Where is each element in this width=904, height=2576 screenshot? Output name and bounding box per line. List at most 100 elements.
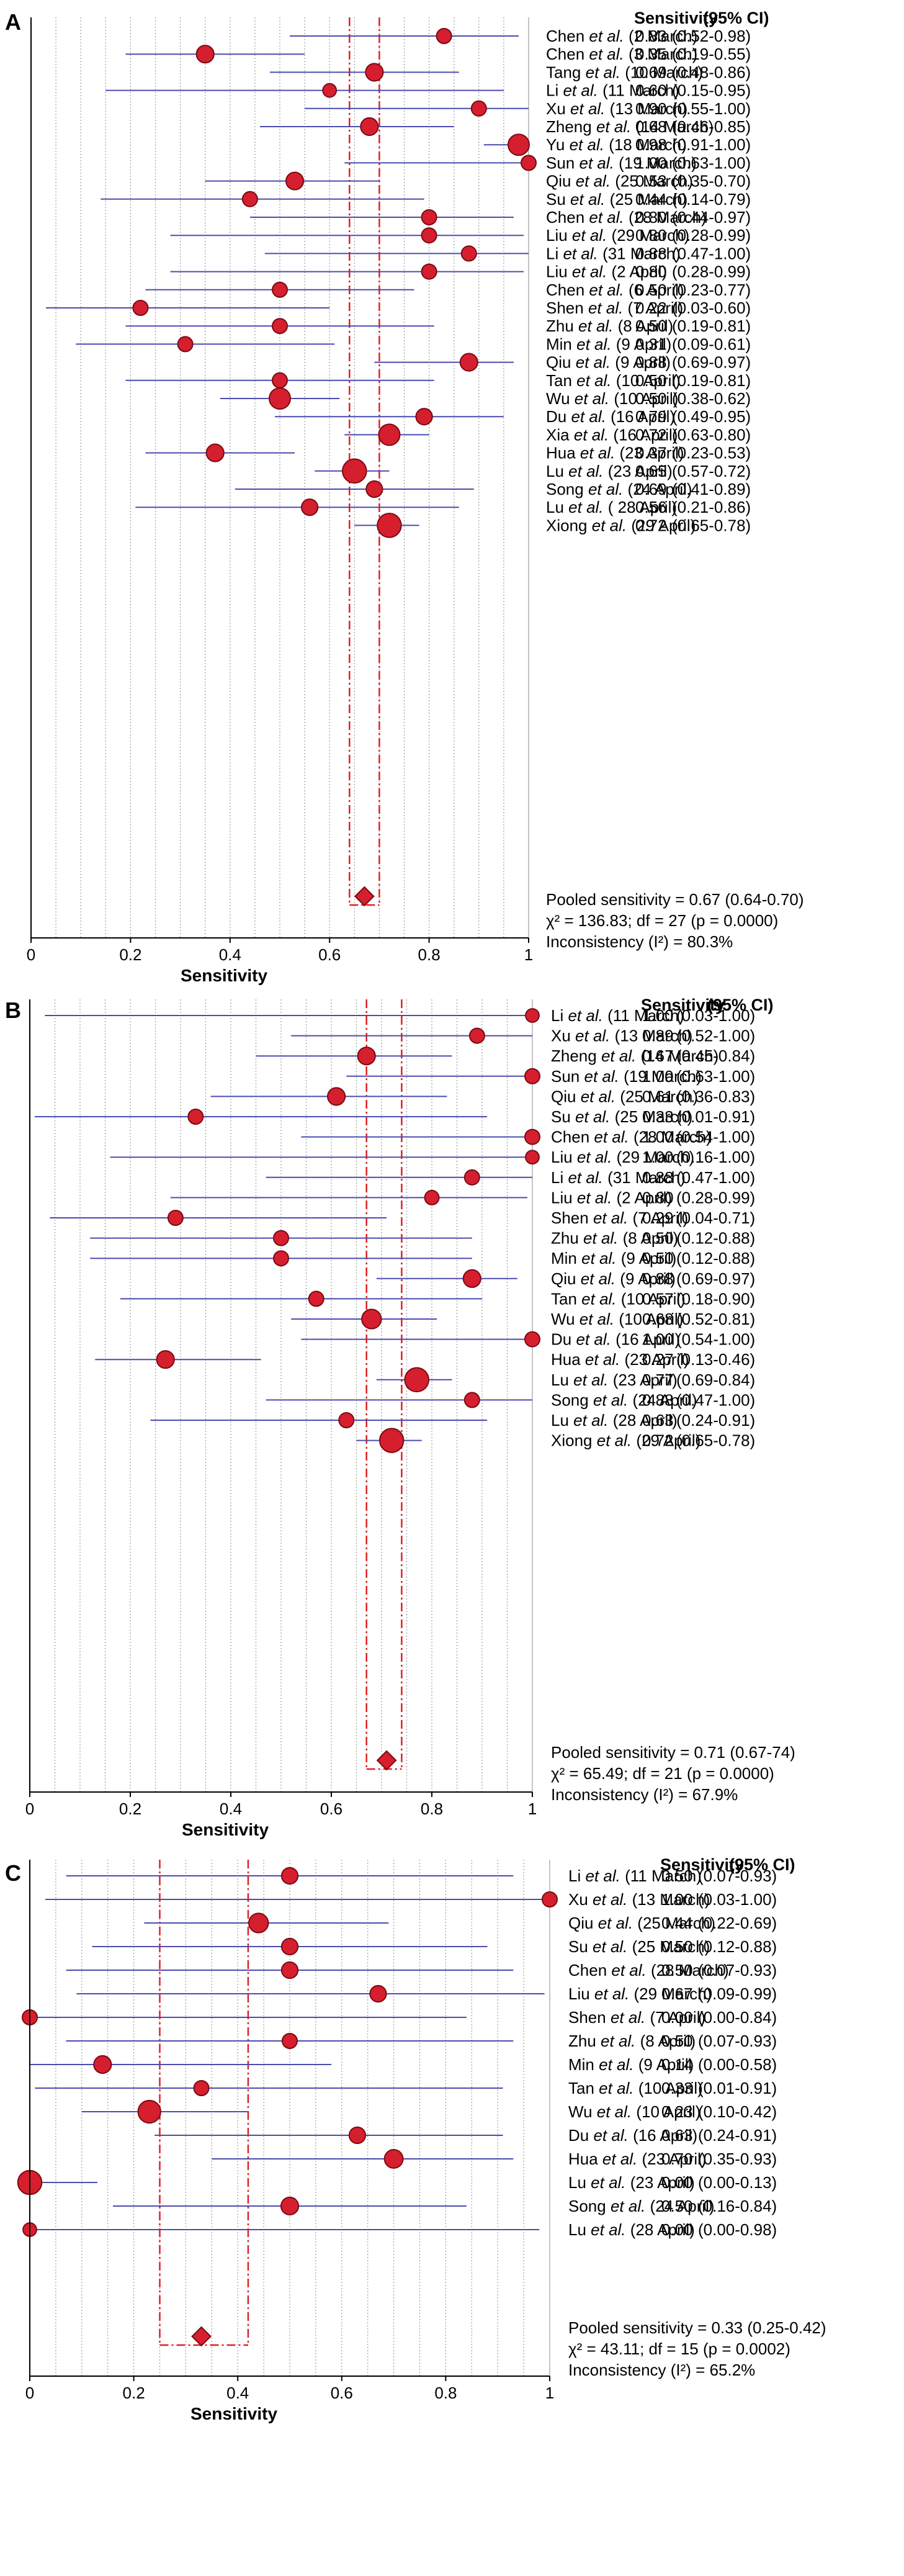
study-label: Hua et al. (23 April) [551,1350,689,1369]
study-sensitivity-value-part-0: 0.88 [635,353,667,372]
study-label-part-1: et al. [599,2055,633,2074]
study-label-part-1: et al. [580,1310,614,1328]
x-tick-label-part-0: 0.2 [119,945,141,964]
study-label-part-2: (7 April) [623,299,683,317]
point-estimate-marker [93,2055,112,2074]
study-sensitivity-value: 0.22 [635,299,667,317]
study-sensitivity-value: 0.35 [635,45,667,63]
study-label: Xu et al. (13 March) [568,1890,710,1909]
study-label-part-1: et al. [589,208,624,227]
inconsistency-text: Inconsistency (I²) = 65.2% [568,2361,755,2379]
heterogeneity-chi-text-part-0: χ² = 43.11; df = 15 (p = 0.0002) [568,2340,790,2358]
study-label-part-2: (24 April) [645,2197,714,2215]
study-label-part-0: Sun [551,1067,584,1086]
x-tick-label-part-0: 0.4 [220,1799,242,1818]
x-tick-label-part-0: 0.2 [123,2384,145,2402]
study-label-part-2: (19 March) [619,1067,702,1086]
study-label-part-2: (29 March) [629,1984,712,2003]
study-ci-label: (0.01-0.91) [698,2079,777,2097]
study-sensitivity-value: 0.29 [642,1209,674,1227]
study-label-part-2: (9 April) [634,2055,694,2074]
study-label: Zheng et al. (14 March) [546,117,714,136]
study-ci-label-part-0: (0.52-1.00) [676,1027,755,1045]
study-label-part-0: Xiong [546,516,592,534]
study-label-part-2: ( 28 April) [604,498,678,516]
study-ci-label: (0.57-0.72) [672,462,751,480]
study-label: Xu et al. (13 March) [551,1027,692,1045]
study-ci-label: (0.52-0.98) [672,27,751,45]
study-sensitivity-value-part-0: 0.88 [635,244,667,263]
column-header-ci-part-0: (95% CI) [707,996,774,1014]
point-estimate-marker [421,227,437,244]
point-estimate-marker [378,423,401,446]
x-tick-label: 0.6 [318,945,341,964]
study-ci-label: (0.21-0.86) [672,498,751,516]
study-label-part-0: Su [551,1107,575,1126]
study-label: Liu et al. (29 March) [551,1148,694,1166]
pooled-sensitivity-text-part-0: Pooled sensitivity = 0.67 (0.64-0.70) [546,890,804,909]
study-label-part-1: et al. [594,1128,629,1146]
column-header-sensitivity-part-0: Sensitivity [634,9,718,27]
study-label: Xiong et al. (29 April) [551,1431,700,1450]
study-label: Tang et al. (10 March) [546,63,703,81]
study-label-part-0: Liu [546,263,572,281]
column-header-sensitivity-part-0: Sensitivity [660,1855,744,1874]
study-label-part-0: Lu [546,462,568,480]
study-sensitivity-value: 0.50 [642,1249,674,1268]
x-tick-label: 1 [528,1799,537,1818]
study-label-part-1: et al. [581,1249,616,1268]
study-label-part-0: Song [546,480,588,498]
study-label-part-2: (11 March) [620,1867,702,1885]
pooled-estimate-diamond [354,886,375,907]
study-ci-label-part-0: (0.12-0.88) [698,1937,777,1956]
study-ci-label: (0.10-0.42) [698,2102,777,2121]
study-label-part-1: et al. [591,2220,625,2239]
study-ci-label-part-0: (0.63-0.80) [672,425,751,444]
study-sensitivity-value: 0.72 [635,425,667,444]
panel-label-part-0: B [5,998,21,1023]
study-ci-label: (0.14-0.79) [672,190,751,209]
x-tick-label: 1 [545,2384,554,2402]
study-label-part-1: et al. [594,1984,629,2003]
point-estimate-marker [365,63,384,82]
study-ci-label: (0.69-0.97) [672,353,751,372]
study-label-part-0: Wu [551,1310,580,1328]
study-label-part-2: (11 March) [603,1006,684,1025]
study-sensitivity-value-part-0: 0.57 [642,1289,674,1308]
study-sensitivity-value-part-0: 0.56 [635,498,667,516]
study-sensitivity-value-part-0: 0.79 [635,407,667,426]
study-label-part-0: Song [568,2197,611,2215]
study-ci-label-part-0: (0.35-0.93) [698,2150,777,2168]
study-ci-label: (0.00-0.13) [698,2173,777,2192]
study-label-part-1: et al. [570,135,604,154]
study-ci-label: (0.09-0.61) [672,335,751,353]
study-ci-label: (0.48-0.86) [672,63,751,81]
study-ci-label-part-0: (0.23-0.77) [672,281,751,299]
point-estimate-marker [463,1392,480,1408]
study-sensitivity-value: 1.00 [642,1006,674,1025]
point-estimate-marker [137,2099,161,2124]
study-ci-label-part-0: (0.63-1.00) [672,153,751,172]
study-ci-label: (0.15-0.95) [672,81,751,100]
study-label-part-2: (23 April) [620,1350,689,1369]
point-estimate-marker [272,372,288,389]
study-label-part-1: et al. [597,2102,632,2121]
study-sensitivity-value-part-0: 0.50 [661,2032,693,2050]
x-tick-label: 0.2 [123,2384,145,2402]
study-ci-label: (0.28-0.99) [676,1188,755,1207]
study-sensitivity-value: 0.50 [661,2197,693,2215]
study-ci-label-part-0: (0.19-0.81) [672,371,751,390]
study-label-part-0: Tan [568,2079,599,2097]
study-label-part-1: et al. [596,117,631,136]
study-ci-label-part-0: (0.00-0.84) [698,2008,777,2027]
point-estimate-marker [272,318,288,335]
study-label: Chen et al. (6 April) [546,281,684,299]
study-ci-label: (0.47-1.00) [672,244,751,263]
study-ci-label: (0.07-0.93) [698,2032,777,2050]
study-sensitivity-value-part-0: 0.44 [661,1914,693,1932]
point-estimate-marker [269,387,291,410]
study-label: Li et al. (31 March) [546,244,681,263]
study-label-part-1: et al. [593,1390,628,1409]
x-tick-label-part-0: 0.8 [434,2384,457,2402]
